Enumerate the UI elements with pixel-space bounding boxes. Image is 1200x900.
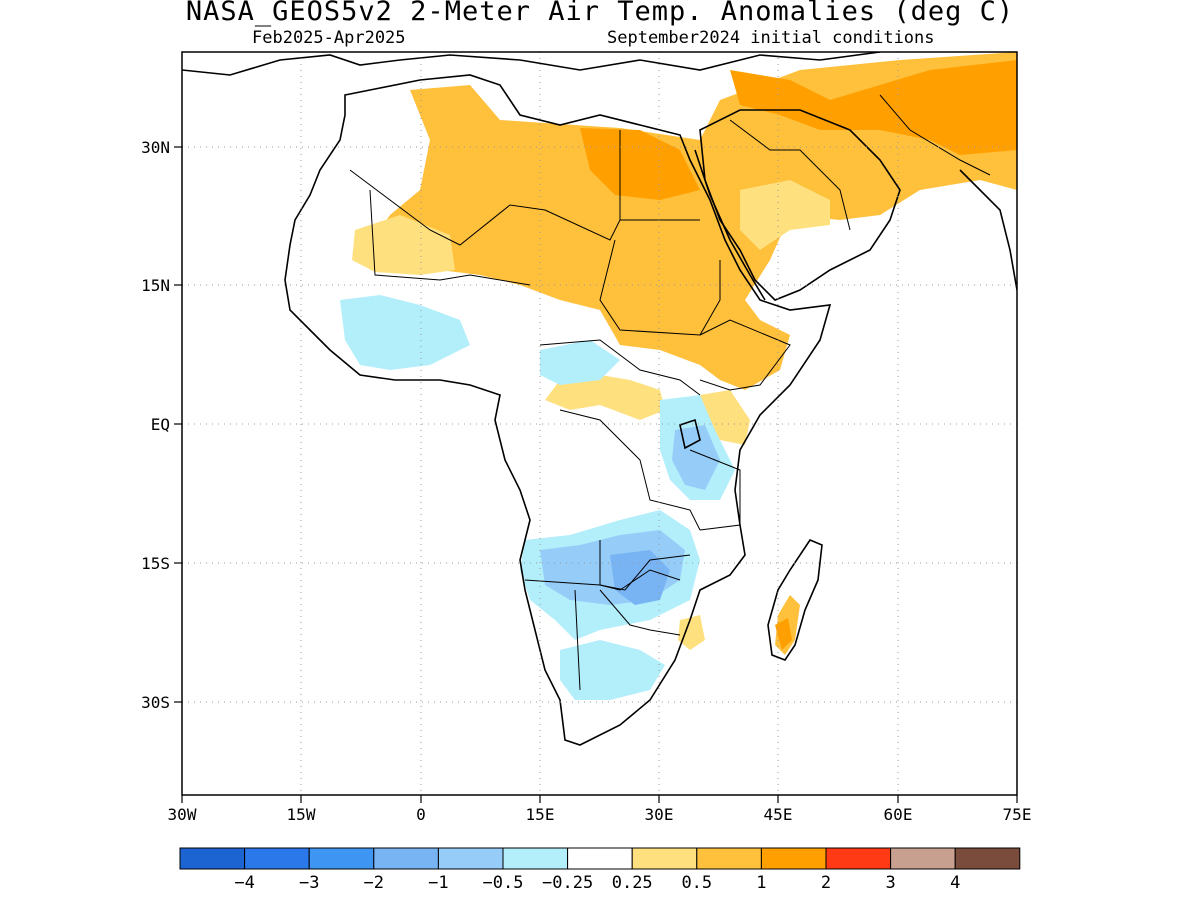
lat-label: 15S bbox=[141, 554, 170, 573]
lon-label: 45E bbox=[764, 805, 793, 824]
colorbar-swatch bbox=[502, 847, 569, 870]
colorbar-label: −3 bbox=[299, 873, 319, 893]
lake-victoria bbox=[679, 418, 701, 450]
colorbar-label: −4 bbox=[234, 873, 254, 893]
border-angola bbox=[524, 569, 681, 591]
colorbar-swatch bbox=[696, 847, 762, 870]
border-sahel bbox=[369, 189, 531, 286]
colorbar-label: 0.25 bbox=[612, 873, 653, 893]
lon-label: 75E bbox=[1003, 805, 1032, 824]
madagascar-coastline bbox=[767, 539, 823, 661]
colorbar-label: −0.5 bbox=[483, 873, 524, 893]
africa-coastline bbox=[284, 74, 832, 746]
anomaly-strong-warm-mideast bbox=[730, 60, 1017, 155]
colorbar-swatch bbox=[760, 847, 827, 870]
border-libya-chad bbox=[544, 209, 700, 241]
colorbar-label: −1 bbox=[428, 873, 448, 893]
colorbar-label: 3 bbox=[885, 873, 895, 893]
lon-label: 30E bbox=[645, 805, 674, 824]
colorbar-label: 2 bbox=[821, 873, 831, 893]
arabia-coastline bbox=[699, 109, 901, 301]
lon-label: 30W bbox=[168, 805, 197, 824]
border-iran bbox=[879, 94, 991, 176]
lat-axis: 30N 15N EQ 15S 30S bbox=[141, 138, 170, 712]
border-botswana bbox=[599, 589, 681, 636]
colorbar: −4 −3 −2 −1 −0.5 −0.25 0.25 0.5 1 2 3 4 bbox=[179, 847, 1021, 893]
colorbar-label: 1 bbox=[756, 873, 766, 893]
anomaly-weak-warm-congo bbox=[545, 375, 665, 420]
anomaly-strong-cool-zambia bbox=[610, 550, 670, 605]
colorbar-label: 0.5 bbox=[681, 873, 712, 893]
anomaly-weak-warm-east-africa bbox=[700, 390, 750, 445]
colorbar-swatch bbox=[825, 847, 892, 870]
lon-label: 15W bbox=[287, 805, 316, 824]
colorbar-swatch bbox=[244, 847, 310, 870]
colorbar-label: −2 bbox=[364, 873, 384, 893]
lat-label: 30S bbox=[141, 693, 170, 712]
anomaly-fields bbox=[340, 52, 1017, 700]
border-drc bbox=[559, 409, 701, 531]
forecast-period: Feb2025-Apr2025 bbox=[252, 28, 406, 48]
anomaly-weak-warm-mozambique bbox=[678, 615, 705, 650]
colorbar-swatch bbox=[437, 847, 504, 870]
lon-label: 0 bbox=[416, 805, 426, 824]
colorbar-label: −0.25 bbox=[542, 873, 593, 893]
red-sea bbox=[694, 149, 766, 301]
border-zambia bbox=[599, 540, 691, 591]
country-borders bbox=[349, 94, 991, 691]
anomaly-strong-warm-madagascar bbox=[775, 618, 792, 650]
border-central bbox=[539, 339, 701, 396]
anomaly-cool-central-africa bbox=[540, 340, 620, 385]
anomaly-weak-warm-arabia bbox=[740, 180, 830, 250]
border-saudi bbox=[729, 119, 851, 231]
border-tanzania bbox=[689, 449, 741, 531]
colorbar-swatch bbox=[890, 847, 956, 870]
colorbar-swatch bbox=[567, 847, 633, 870]
colorbar-label: 4 bbox=[950, 873, 960, 893]
india-coastline bbox=[959, 169, 1017, 291]
lon-label: 60E bbox=[884, 805, 913, 824]
colorbar-swatch bbox=[631, 847, 698, 870]
lat-label: 15N bbox=[141, 276, 170, 295]
lon-label: 15E bbox=[526, 805, 555, 824]
border-ethiopia bbox=[699, 319, 791, 391]
border-sudan bbox=[599, 239, 721, 336]
colorbar-swatch bbox=[954, 847, 1021, 870]
coastlines bbox=[182, 52, 1017, 746]
initial-conditions: September2024 initial conditions bbox=[607, 28, 935, 48]
border-namibia bbox=[574, 589, 581, 691]
border-mali-algeria bbox=[349, 169, 546, 246]
lat-label: 30N bbox=[141, 138, 170, 157]
map-title: NASA_GEOS5v2 2-Meter Air Temp. Anomalies… bbox=[185, 0, 1015, 27]
anomaly-cool-west-africa bbox=[340, 295, 470, 370]
lon-axis: 30W 15W 0 15E 30E 45E 60E 75E bbox=[168, 805, 1032, 824]
colorbar-swatch bbox=[373, 847, 439, 870]
mediterranean-north-shore bbox=[182, 52, 881, 76]
colorbar-swatch bbox=[179, 847, 246, 870]
anomaly-cool-south-africa bbox=[560, 640, 665, 700]
anomaly-strong-warm-libya-egypt bbox=[580, 128, 700, 200]
lat-label: EQ bbox=[151, 415, 170, 434]
colorbar-swatch bbox=[308, 847, 375, 870]
axis-ticks bbox=[174, 146, 1018, 803]
